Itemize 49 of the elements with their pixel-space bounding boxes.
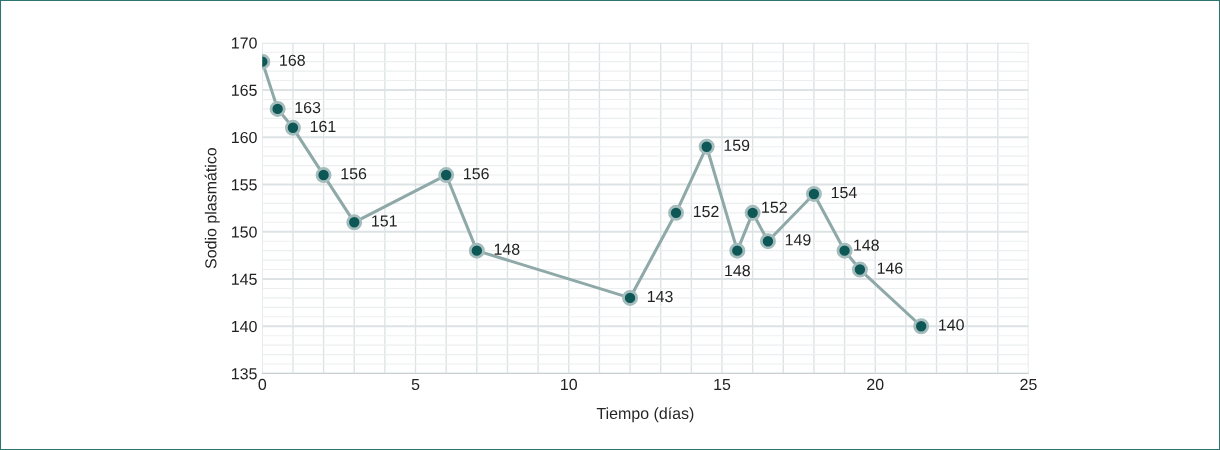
- data-label: 156: [464, 168, 489, 180]
- point: [284, 119, 301, 136]
- point: [729, 242, 746, 259]
- point: [622, 289, 639, 306]
- point: [913, 318, 930, 335]
- y-tick-label: 145: [232, 273, 257, 285]
- data-label: 168: [280, 54, 305, 66]
- data-label: 152: [693, 205, 719, 218]
- data-label: 163: [295, 101, 321, 114]
- point: [759, 233, 776, 250]
- data-label: 154: [831, 187, 857, 199]
- x-axis-title: Tiempo (días): [596, 407, 694, 423]
- point: [668, 204, 684, 221]
- data-label: 140: [939, 319, 964, 331]
- data-label: 156: [341, 168, 367, 180]
- data-label: 143: [647, 290, 673, 303]
- y-tick-label: 150: [232, 226, 257, 238]
- x-tick-label: 15: [714, 378, 731, 391]
- y-tick-label: 140: [232, 320, 257, 333]
- y-tick-label: 165: [232, 84, 257, 96]
- point: [438, 167, 455, 184]
- data-label: 146: [877, 262, 903, 274]
- y-axis-title: Sodio plasmático: [204, 147, 220, 269]
- y-tick-label: 170: [232, 37, 257, 49]
- y-tick-label: 155: [232, 179, 257, 191]
- x-tick-label: 0: [258, 378, 267, 391]
- data-label: 149: [785, 234, 811, 246]
- point: [269, 100, 286, 117]
- x-tick-label: 25: [1020, 378, 1037, 391]
- point: [468, 242, 485, 259]
- point: [698, 138, 715, 155]
- y-tick-label: 135: [232, 368, 257, 380]
- data-label: 159: [724, 139, 750, 151]
- x-tick-label: 10: [561, 378, 578, 391]
- data-label: 151: [372, 215, 397, 227]
- data-label: 148: [854, 239, 879, 251]
- point: [851, 261, 868, 278]
- data-label: 148: [725, 264, 750, 277]
- x-tick-label: 5: [411, 378, 420, 391]
- point: [744, 204, 761, 221]
- data-label: 152: [762, 201, 787, 213]
- y-tick-label: 160: [232, 131, 257, 144]
- point: [315, 167, 332, 184]
- point: [836, 242, 853, 259]
- point: [346, 214, 363, 231]
- x-tick-label: 20: [867, 378, 884, 391]
- data-label: 161: [310, 120, 336, 133]
- data-label: 148: [494, 243, 520, 255]
- point: [805, 185, 822, 202]
